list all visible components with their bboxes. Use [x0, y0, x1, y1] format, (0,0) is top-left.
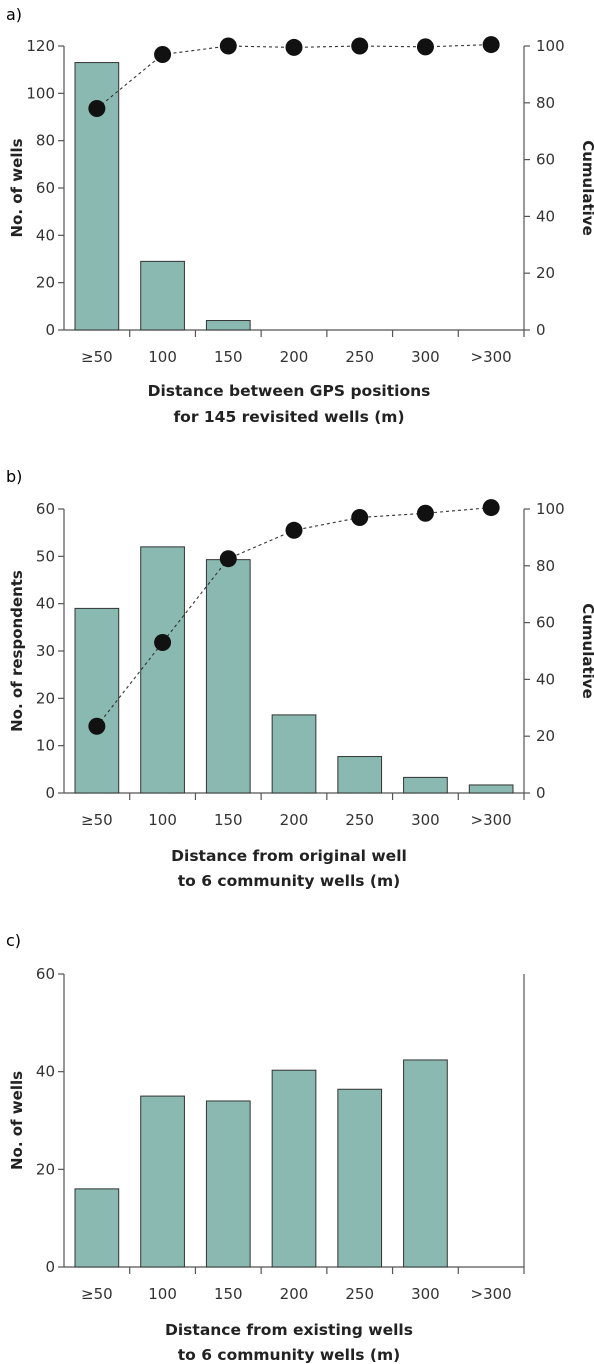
- x-tick-label: 300: [411, 811, 440, 829]
- y-tick-label: 60: [36, 179, 55, 197]
- y-tick-label: 30: [36, 642, 55, 660]
- bar-150: [205, 1100, 251, 1268]
- cumulative-point-150: [219, 550, 237, 568]
- y2-tick-label: 40: [536, 670, 555, 688]
- bar-150: [205, 559, 251, 794]
- y2-tick-label: 80: [536, 557, 555, 575]
- x-tick-label: 200: [280, 1285, 309, 1303]
- y-tick-label: 0: [45, 784, 55, 802]
- cumulative-point->300: [482, 499, 500, 517]
- x-tick-label: 250: [345, 348, 374, 366]
- panel-label: a): [6, 5, 22, 24]
- y-tick-label: 40: [36, 226, 55, 244]
- x-axis-title-line: to 6 community wells (m): [178, 1346, 400, 1364]
- y-tick-label: 100: [26, 84, 55, 102]
- y-tick-label: 60: [36, 500, 55, 518]
- x-tick-label: 250: [345, 811, 374, 829]
- cumulative-point-300: [416, 504, 434, 522]
- cumulative-point-250: [351, 509, 369, 527]
- x-tick-label: >300: [471, 1285, 512, 1303]
- x-tick-label: ≥50: [81, 348, 113, 366]
- x-axis-title-line: Distance from original well: [171, 847, 407, 865]
- y2-tick-label: 20: [536, 264, 555, 282]
- y-tick-label: 20: [36, 274, 55, 292]
- x-tick-label: 100: [148, 1285, 177, 1303]
- cumulative-point-150: [219, 37, 237, 55]
- cumulative-point-100: [154, 46, 172, 64]
- bar-200: [271, 1069, 317, 1268]
- y-tick-label: 0: [45, 321, 55, 339]
- y-tick-label: 50: [36, 547, 55, 565]
- x-tick-label: 200: [280, 348, 309, 366]
- bar-250: [337, 756, 383, 794]
- x-tick-label: ≥50: [81, 811, 113, 829]
- x-tick-label: 100: [148, 348, 177, 366]
- y2-tick-label: 20: [536, 727, 555, 745]
- bar-150: [205, 320, 251, 331]
- y2-tick-label: 60: [536, 614, 555, 632]
- bar-100: [140, 1095, 185, 1268]
- y-tick-label: 120: [26, 37, 55, 55]
- y-tick-label: 40: [36, 595, 55, 613]
- y-axis-title: No. of wells: [8, 1071, 26, 1170]
- y-tick-label: 40: [36, 1063, 55, 1081]
- x-tick-label: >300: [471, 348, 512, 366]
- cumulative-point-300: [416, 38, 434, 56]
- x-tick-label: 100: [148, 811, 177, 829]
- bar-100: [140, 546, 185, 794]
- y-tick-label: 60: [36, 965, 55, 983]
- y2-tick-label: 100: [536, 37, 565, 55]
- y2-tick-label: 0: [536, 784, 546, 802]
- y-tick-label: 0: [45, 1258, 55, 1276]
- bar-≥50: [74, 1188, 120, 1268]
- y2-axis-title: Cumulative: [579, 140, 594, 236]
- y2-tick-label: 60: [536, 151, 555, 169]
- bar-300: [403, 1059, 448, 1268]
- x-tick-label: 150: [214, 1285, 243, 1303]
- bar-300: [403, 776, 448, 794]
- x-tick-label: 150: [214, 348, 243, 366]
- y-tick-label: 20: [36, 1160, 55, 1178]
- x-tick-label: 200: [280, 811, 309, 829]
- y-tick-label: 10: [36, 737, 55, 755]
- cumulative-point->300: [482, 36, 500, 54]
- y-tick-label: 80: [36, 132, 55, 150]
- y-axis-title: No. of respondents: [8, 570, 26, 732]
- cumulative-point-250: [351, 37, 369, 55]
- cumulative-point-200: [285, 521, 303, 539]
- panel-label: b): [6, 467, 22, 486]
- bar->300: [468, 784, 514, 794]
- x-axis-title-line: for 145 revisited wells (m): [173, 408, 404, 426]
- y2-tick-label: 0: [536, 321, 546, 339]
- bar-250: [337, 1088, 383, 1268]
- x-axis-title-line: Distance from existing wells: [165, 1321, 413, 1339]
- cumulative-point-≥50: [88, 717, 106, 735]
- y2-axis-title: Cumulative: [579, 603, 594, 699]
- bar-≥50: [74, 607, 120, 794]
- x-axis-title-line: to 6 community wells (m): [178, 872, 400, 890]
- panel-label: c): [6, 931, 21, 950]
- cumulative-point-≥50: [88, 99, 106, 117]
- x-tick-label: ≥50: [81, 1285, 113, 1303]
- cumulative-point-200: [285, 38, 303, 56]
- y-axis-title: No. of wells: [8, 138, 26, 237]
- bar-100: [140, 260, 185, 331]
- x-tick-label: 300: [411, 1285, 440, 1303]
- bar-200: [271, 714, 317, 794]
- cumulative-point-100: [154, 633, 172, 651]
- x-tick-label: 300: [411, 348, 440, 366]
- x-tick-label: 250: [345, 1285, 374, 1303]
- y2-tick-label: 40: [536, 207, 555, 225]
- x-axis-title-line: Distance between GPS positions: [148, 382, 431, 400]
- x-tick-label: >300: [471, 811, 512, 829]
- y2-tick-label: 100: [536, 500, 565, 518]
- y-tick-label: 20: [36, 689, 55, 707]
- x-tick-label: 150: [214, 811, 243, 829]
- y2-tick-label: 80: [536, 94, 555, 112]
